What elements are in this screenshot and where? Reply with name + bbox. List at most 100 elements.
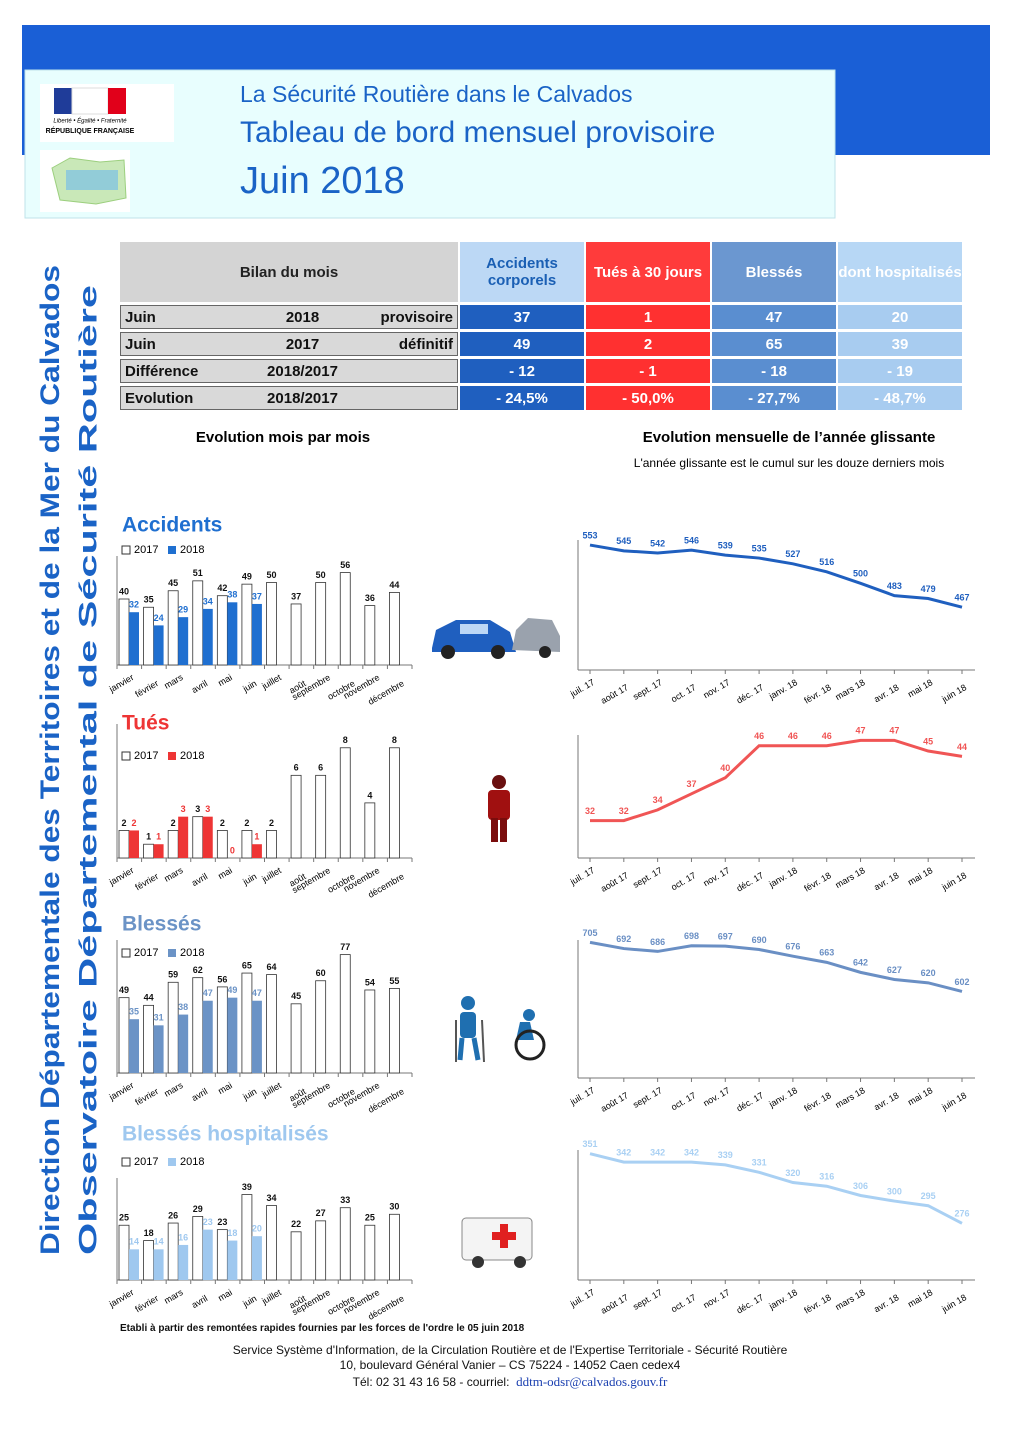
x-tick-label: oct. 17 [669, 870, 697, 892]
value-label: 62 [193, 965, 203, 975]
bar [129, 612, 139, 665]
value-label: 295 [921, 1191, 936, 1201]
value-label: 33 [340, 1195, 350, 1205]
bar [364, 605, 376, 666]
cell: - 1 [586, 359, 710, 383]
x-tick-label: août 17 [599, 682, 630, 706]
section-left: Evolution mois par mois [196, 429, 370, 446]
value-label: 27 [316, 1208, 326, 1218]
value-label: 46 [822, 731, 832, 741]
x-tick-label: juin 18 [939, 1090, 968, 1112]
cell: Juin [125, 308, 156, 326]
x-tick-label: juil. 17 [568, 677, 596, 699]
x-tick-label: avril [190, 678, 209, 695]
table-header: Tués à 30 jours [586, 242, 710, 302]
period: Juin 2018 [240, 160, 405, 202]
bar [364, 989, 376, 1074]
bar [178, 1014, 189, 1073]
bar [129, 830, 139, 858]
bar [202, 1229, 213, 1280]
cell: - 19 [838, 359, 962, 383]
value-label: 40 [119, 586, 129, 596]
cell: - 48,7% [838, 386, 962, 410]
legend-swatch [121, 545, 131, 555]
value-label: 60 [316, 968, 326, 978]
bar [129, 1249, 139, 1280]
bar [153, 844, 164, 858]
footer-email[interactable]: ddtm-odsr@calvados.gouv.fr [516, 1374, 668, 1389]
bar [153, 625, 164, 665]
bar [364, 1224, 376, 1281]
value-label: 500 [853, 569, 868, 579]
bar [266, 582, 277, 666]
value-label: 1 [156, 832, 161, 842]
legend-label: 2018 [180, 947, 204, 959]
x-tick-label: juin 18 [939, 1292, 968, 1314]
bar [251, 1236, 262, 1280]
bar [266, 1205, 277, 1281]
value-label: 16 [178, 1232, 188, 1242]
x-tick-label: avr. 18 [872, 682, 900, 704]
table-header: dont hospitalisés [838, 242, 962, 302]
value-label: 342 [650, 1147, 665, 1157]
x-tick-label: févr. 18 [802, 870, 833, 893]
x-tick-label: avr. 18 [872, 1292, 900, 1314]
bar [389, 1213, 400, 1281]
x-tick-label: mars 18 [834, 677, 867, 702]
x-tick-label: février [133, 871, 160, 892]
injured-icon [455, 996, 546, 1063]
bar [227, 997, 238, 1073]
x-tick-label: nov. 17 [701, 1085, 731, 1108]
value-label: 46 [788, 731, 798, 741]
cell: définitif [398, 335, 453, 353]
x-tick-label: juillet [259, 672, 283, 692]
value-label: 516 [819, 557, 834, 567]
value-label: 483 [887, 581, 902, 591]
value-label: 44 [389, 580, 399, 590]
value-label: 44 [957, 742, 967, 752]
bar [251, 603, 262, 665]
bar [202, 816, 213, 858]
legend-label: 2017 [134, 544, 158, 556]
value-label: 3 [181, 804, 186, 814]
cell: 37 [460, 305, 584, 329]
value-label: 276 [954, 1209, 969, 1219]
x-tick-label: juin 18 [939, 870, 968, 892]
value-label: 2 [244, 818, 249, 828]
value-label: 690 [752, 935, 767, 945]
x-tick-label: août 17 [599, 870, 630, 894]
value-label: 342 [684, 1147, 699, 1157]
value-label: 37 [686, 779, 696, 789]
value-label: 49 [119, 985, 129, 995]
bar [241, 830, 253, 859]
bar [167, 830, 179, 859]
value-label: 479 [921, 584, 936, 594]
x-tick-label: juin [240, 1293, 258, 1309]
cell: - 27,7% [712, 386, 836, 410]
legend-label: 2017 [134, 947, 158, 959]
x-tick-label: janvier [107, 1080, 136, 1102]
x-tick-label: avr. 18 [872, 1090, 900, 1112]
row-label: Evolution 2018/2017 [120, 386, 458, 410]
x-tick-label: mars 18 [834, 1085, 867, 1110]
x-tick-label: juillet [259, 1287, 283, 1307]
bar [143, 843, 154, 859]
x-tick-label: juin [240, 678, 258, 694]
value-label: 64 [266, 962, 276, 972]
cell: Différence [125, 362, 199, 380]
bar [192, 1216, 204, 1281]
bar [178, 816, 189, 858]
value-label: 542 [650, 538, 665, 548]
footer-service: Service Système d'Information, de la Cir… [232, 1343, 788, 1357]
x-tick-label: février [133, 1086, 160, 1107]
value-label: 37 [252, 591, 262, 601]
value-label: 34 [653, 795, 663, 805]
flag-white [71, 87, 109, 115]
bar [339, 1207, 351, 1281]
legend-label: 2017 [134, 750, 158, 762]
bar [167, 981, 179, 1074]
line [589, 940, 963, 993]
x-tick-label: nov. 17 [701, 677, 731, 700]
value-label: 467 [954, 593, 969, 603]
value-label: 320 [785, 1168, 800, 1178]
